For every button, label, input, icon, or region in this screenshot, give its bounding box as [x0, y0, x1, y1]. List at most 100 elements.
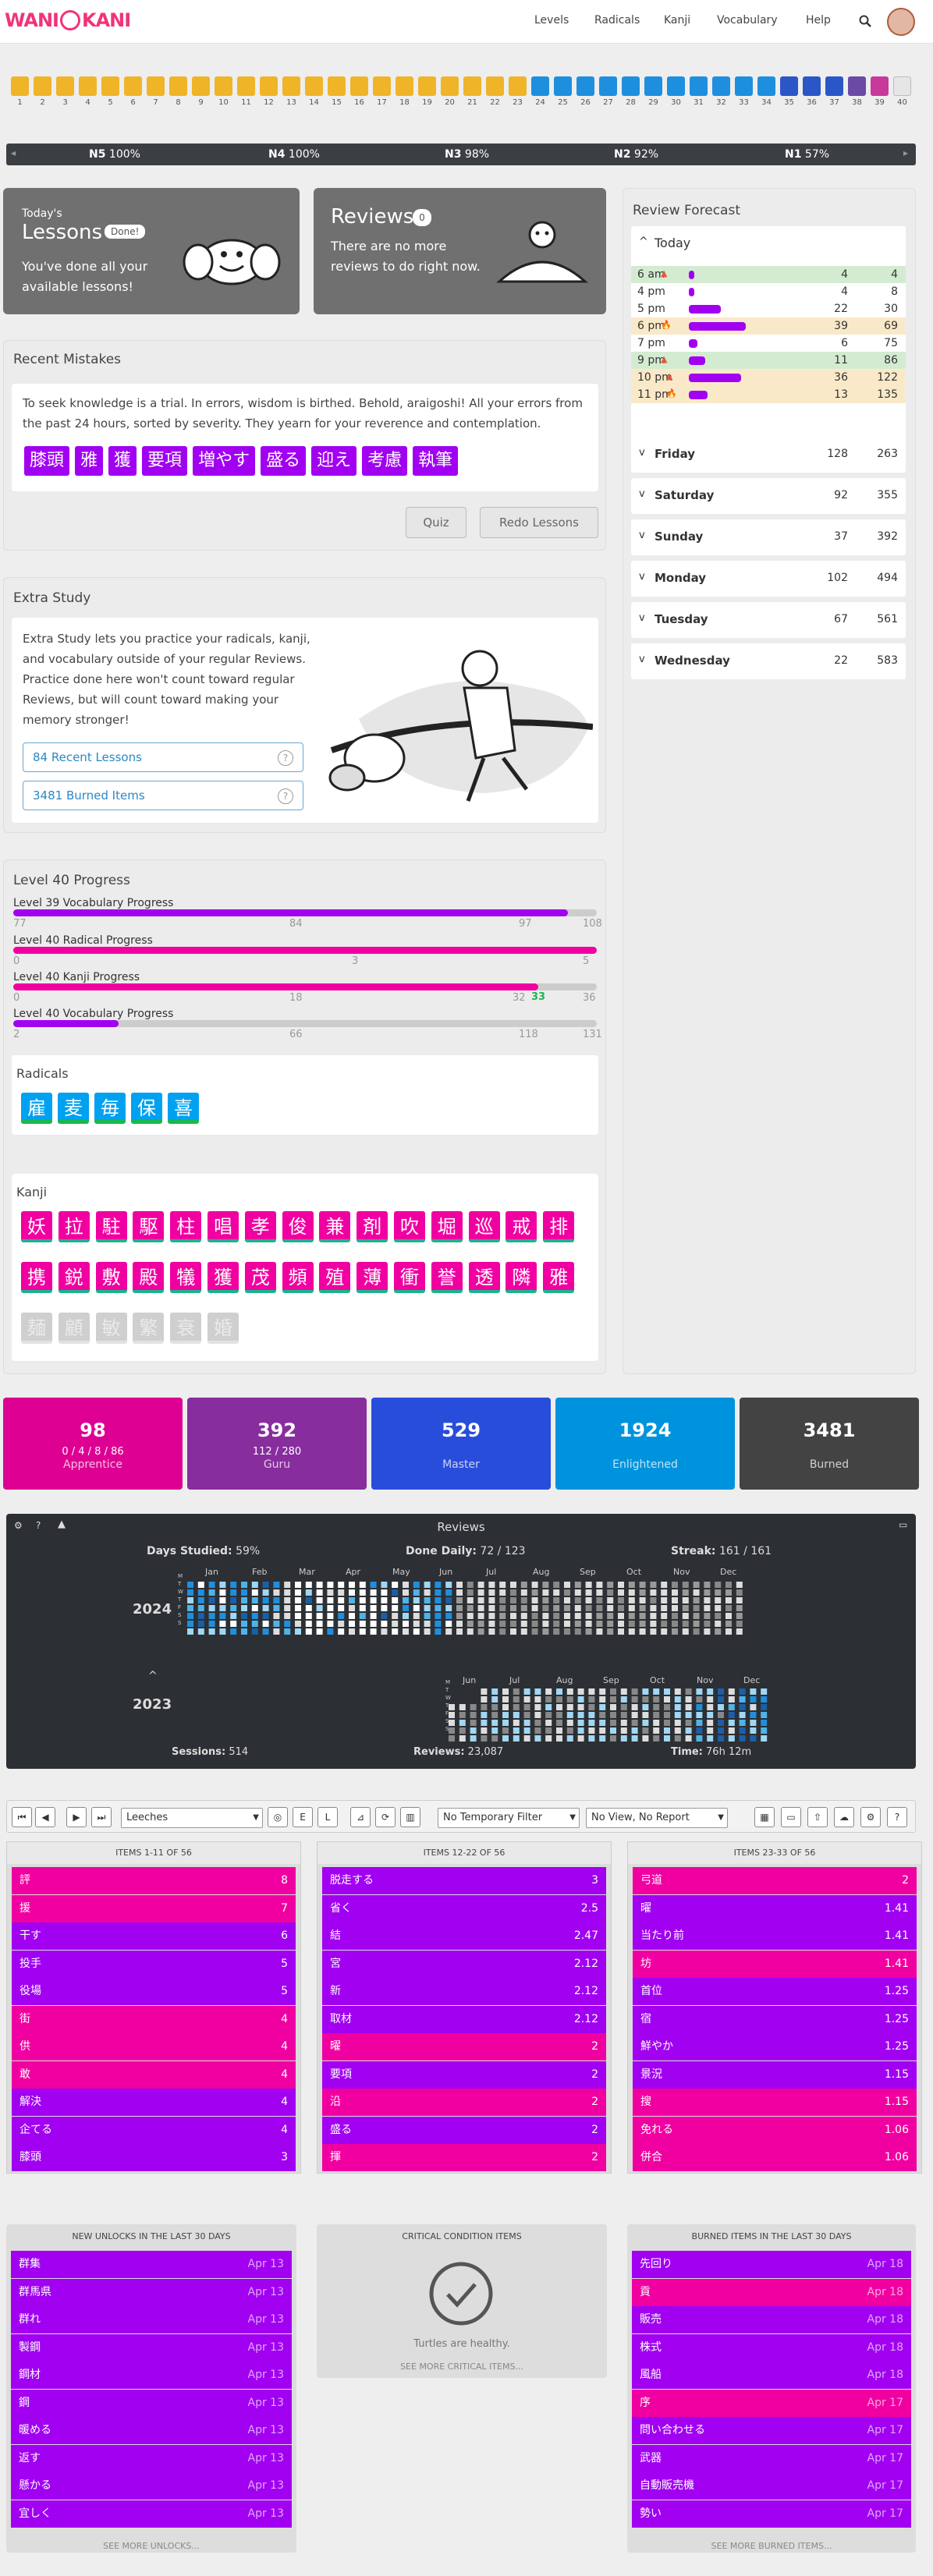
heatmap-day-cell[interactable]	[736, 1589, 743, 1596]
heatmap-day-cell[interactable]	[445, 1597, 452, 1603]
heatmap-day-cell[interactable]	[718, 1704, 724, 1710]
heatmap-day-cell[interactable]	[187, 1605, 193, 1611]
heatmap-day-cell[interactable]	[718, 1688, 724, 1695]
heatmap-day-cell[interactable]	[262, 1582, 269, 1588]
level-block[interactable]	[101, 76, 119, 96]
heatmap-day-cell[interactable]	[685, 1688, 692, 1695]
level-block[interactable]	[757, 76, 775, 96]
heatmap-day-cell[interactable]	[456, 1613, 463, 1619]
heatmap-day-cell[interactable]	[273, 1605, 280, 1611]
help-icon[interactable]: ?	[887, 1807, 907, 1827]
heatmap-day-cell[interactable]	[435, 1628, 442, 1635]
heatmap-day-cell[interactable]	[197, 1597, 204, 1603]
heatmap-day-cell[interactable]	[553, 1605, 560, 1611]
nav-radicals[interactable]: Radicals	[594, 14, 640, 27]
heatmap-day-cell[interactable]	[284, 1582, 291, 1588]
heatmap-day-cell[interactable]	[674, 1712, 681, 1718]
level-block[interactable]	[192, 76, 210, 96]
burned-item-row[interactable]: 武器 Apr 17	[632, 2444, 911, 2472]
heatmap-day-cell[interactable]	[715, 1589, 722, 1596]
heatmap-day-cell[interactable]	[566, 1704, 573, 1710]
level-block[interactable]	[418, 76, 436, 96]
see-more-burned-link[interactable]: SEE MORE BURNED ITEMS...	[711, 2541, 832, 2551]
heatmap-day-cell[interactable]	[696, 1727, 703, 1734]
heatmap-day-cell[interactable]	[715, 1605, 722, 1611]
radical-item[interactable]: 雇	[21, 1093, 52, 1124]
heatmap-day-cell[interactable]	[564, 1613, 570, 1619]
table-icon[interactable]: ▦	[754, 1807, 775, 1827]
heatmap-day-cell[interactable]	[523, 1704, 530, 1710]
heatmap-day-cell[interactable]	[531, 1582, 538, 1588]
heatmap-day-cell[interactable]	[456, 1597, 463, 1603]
heatmap-day-cell[interactable]	[488, 1628, 495, 1635]
heatmap-day-cell[interactable]	[219, 1589, 226, 1596]
heatmap-day-cell[interactable]	[650, 1613, 657, 1619]
heatmap-day-cell[interactable]	[273, 1621, 280, 1627]
kanji-item[interactable]: 隣	[506, 1262, 537, 1293]
heatmap-day-cell[interactable]	[241, 1589, 247, 1596]
heatmap-day-cell[interactable]	[284, 1605, 291, 1611]
heatmap-day-cell[interactable]	[750, 1688, 757, 1695]
heatmap-day-cell[interactable]	[445, 1613, 452, 1619]
heatmap-day-cell[interactable]	[585, 1621, 592, 1627]
heatmap-day-cell[interactable]	[187, 1621, 193, 1627]
heatmap-day-cell[interactable]	[502, 1696, 509, 1703]
heatmap-day-cell[interactable]	[650, 1597, 657, 1603]
heatmap-day-cell[interactable]	[477, 1628, 484, 1635]
heatmap-day-cell[interactable]	[392, 1597, 399, 1603]
heatmap-day-cell[interactable]	[574, 1605, 581, 1611]
heatmap-day-cell[interactable]	[585, 1589, 592, 1596]
burned-item-row[interactable]: 風船 Apr 18	[632, 2362, 911, 2389]
heatmap-day-cell[interactable]	[566, 1688, 573, 1695]
heatmap-day-cell[interactable]	[510, 1582, 516, 1588]
heatmap-day-cell[interactable]	[725, 1621, 732, 1627]
heatmap-day-cell[interactable]	[672, 1628, 678, 1635]
heatmap-day-cell[interactable]	[661, 1582, 668, 1588]
heatmap-day-cell[interactable]	[262, 1628, 269, 1635]
heatmap-day-cell[interactable]	[642, 1688, 649, 1695]
help-icon[interactable]: ?	[278, 788, 293, 804]
heatmap-day-cell[interactable]	[674, 1720, 681, 1726]
heatmap-day-cell[interactable]	[381, 1628, 388, 1635]
heatmap-day-cell[interactable]	[672, 1613, 678, 1619]
kanji-item[interactable]: 拉	[58, 1211, 90, 1242]
heatmap-day-cell[interactable]	[466, 1613, 474, 1619]
heatmap-day-cell[interactable]	[653, 1712, 660, 1718]
heatmap-day-cell[interactable]	[523, 1696, 530, 1703]
unlock-item-row[interactable]: 懸かる Apr 13	[11, 2472, 292, 2500]
heatmap-day-cell[interactable]	[585, 1597, 592, 1603]
heatmap-day-cell[interactable]	[653, 1688, 660, 1695]
heatmap-day-cell[interactable]	[607, 1628, 614, 1635]
heatmap-day-cell[interactable]	[682, 1621, 689, 1627]
unlock-item-row[interactable]: 群集 Apr 13	[11, 2251, 292, 2278]
heatmap-day-cell[interactable]	[661, 1605, 668, 1611]
heatmap-day-cell[interactable]	[672, 1589, 678, 1596]
heatmap-day-cell[interactable]	[531, 1621, 538, 1627]
heatmap-day-cell[interactable]	[284, 1621, 291, 1627]
heatmap-day-cell[interactable]	[574, 1597, 581, 1603]
heatmap-day-cell[interactable]	[696, 1696, 703, 1703]
heatmap-day-cell[interactable]	[661, 1613, 668, 1619]
heatmap-day-cell[interactable]	[197, 1605, 204, 1611]
kanji-item[interactable]: 茂	[244, 1262, 276, 1293]
heatmap-day-cell[interactable]	[650, 1628, 657, 1635]
first-page-icon[interactable]: ⏮	[12, 1807, 32, 1827]
heatmap-day-cell[interactable]	[392, 1582, 399, 1588]
leech-item-row[interactable]: 宮 2.12	[322, 1950, 606, 1978]
heatmap-day-cell[interactable]	[424, 1582, 431, 1588]
heatmap-day-cell[interactable]	[618, 1628, 624, 1635]
heatmap-day-cell[interactable]	[596, 1582, 603, 1588]
heatmap-day-cell[interactable]	[449, 1727, 455, 1734]
heatmap-day-cell[interactable]	[750, 1720, 757, 1726]
heatmap-day-cell[interactable]	[305, 1582, 312, 1588]
heatmap-day-cell[interactable]	[534, 1712, 541, 1718]
heatmap-day-cell[interactable]	[664, 1704, 670, 1710]
heatmap-day-cell[interactable]	[674, 1704, 681, 1710]
heatmap-day-cell[interactable]	[466, 1589, 474, 1596]
level-block[interactable]	[350, 76, 368, 96]
heatmap-day-cell[interactable]	[588, 1704, 595, 1710]
heatmap-day-cell[interactable]	[628, 1589, 635, 1596]
heatmap-day-cell[interactable]	[230, 1605, 237, 1611]
heatmap-day-cell[interactable]	[628, 1597, 635, 1603]
heatmap-day-cell[interactable]	[491, 1735, 498, 1742]
